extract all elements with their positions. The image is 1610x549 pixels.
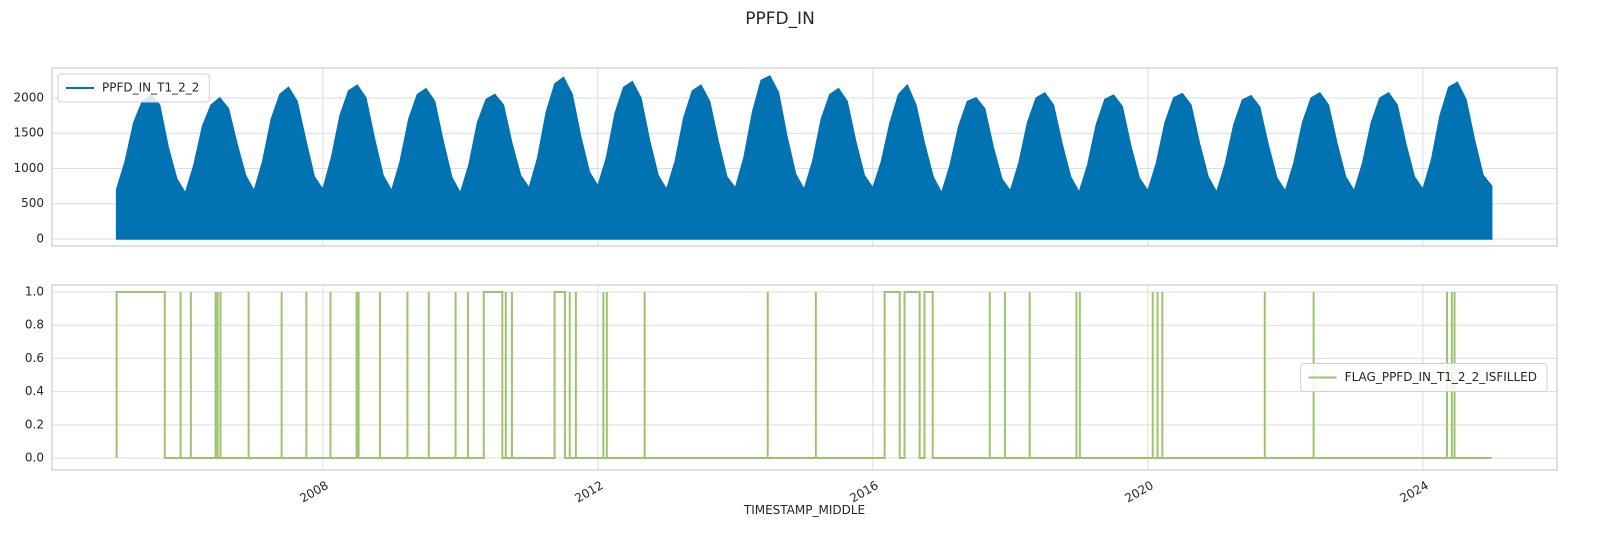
axes-frame: [51, 284, 1558, 471]
x-tick-label: 2008: [297, 478, 330, 505]
x-tick-label: 2012: [572, 478, 605, 505]
legend: PPFD_IN_T1_2_2: [57, 73, 210, 103]
figure-title: PPFD_IN: [745, 9, 815, 29]
line: [115, 290, 1492, 460]
subplot: 0 500 1000 1500 2000 PPFD_IN_T1_2_2: [13, 67, 1558, 247]
y-tick-label: 0: [36, 231, 44, 245]
x-tick-label: 2020: [1122, 478, 1155, 505]
y-tick-label: 2000: [13, 90, 44, 104]
y-tick-label: 0.8: [25, 318, 44, 332]
legend-box: [1300, 363, 1548, 392]
y-tick-label: 1.0: [25, 284, 44, 298]
axes-frame: [51, 67, 1558, 247]
y-tick-label: 0.6: [25, 351, 44, 365]
area: [115, 75, 1493, 240]
x-axis-label: TIMESTAMP_MIDDLE: [743, 503, 865, 517]
y-tick-label: 0.2: [25, 417, 44, 431]
x-tick-label: 2016: [847, 478, 880, 505]
y-tick-label: 500: [21, 196, 44, 210]
legend-label: FLAG_PPFD_IN_T1_2_2_ISFILLED: [1345, 370, 1537, 384]
y-tick-label: 0.0: [25, 451, 44, 465]
y-tick-label: 1000: [13, 161, 44, 175]
x-tick-label: 2024: [1397, 478, 1430, 505]
legend-label: PPFD_IN_T1_2_2: [102, 81, 199, 95]
legend: FLAG_PPFD_IN_T1_2_2_ISFILLED: [1300, 363, 1548, 392]
subplot: 0.0 0.2 0.4 0.6 0.8 1.0 2008 2012 2016 2020 2024 TI…: [25, 284, 1558, 517]
y-tick-label: 1500: [13, 126, 44, 140]
legend-box: [57, 73, 210, 103]
y-tick-label: 0.4: [25, 384, 44, 398]
